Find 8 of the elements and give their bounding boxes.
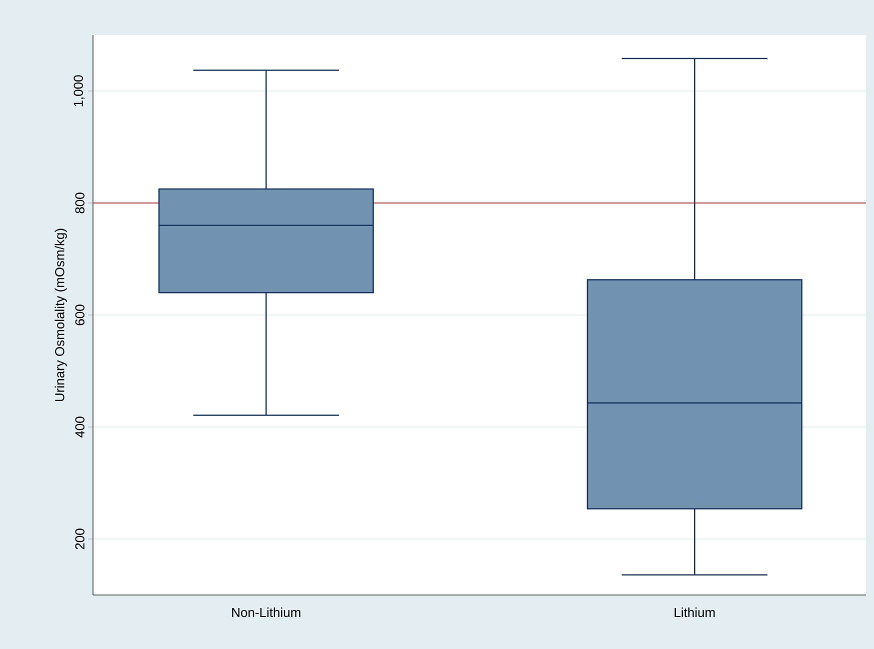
y-tick-label: 600 bbox=[75, 304, 84, 326]
y-tick-label: 200 bbox=[75, 528, 84, 550]
x-tick-label: Lithium bbox=[674, 608, 715, 618]
y-tick-label: 1,000 bbox=[74, 75, 84, 106]
y-tick-label: 800 bbox=[75, 192, 84, 214]
x-tick-label: Non-Lithium bbox=[232, 608, 300, 618]
y-tick-label: 400 bbox=[75, 416, 84, 438]
y-axis-title: Urinary Osmolality (mOsm/kg) bbox=[54, 228, 67, 402]
